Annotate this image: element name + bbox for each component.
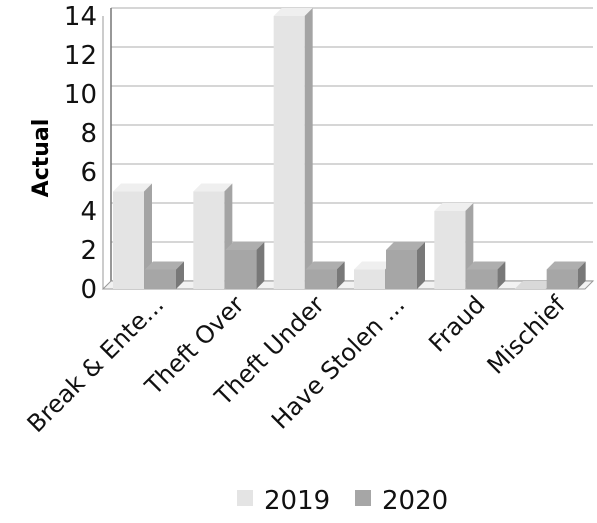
x-tick-label: Mischief xyxy=(482,290,572,380)
legend-swatch xyxy=(355,490,371,506)
y-tick-labels: 0 2 4 6 8 10 12 14 xyxy=(64,2,97,305)
y-axis-label: Actual xyxy=(29,119,54,198)
legend-item-2020: 2020 xyxy=(355,486,448,516)
bar-2020-2 xyxy=(225,242,265,289)
legend: 2019 2020 xyxy=(237,486,448,516)
y-tick-label: 14 xyxy=(64,2,97,32)
bars xyxy=(113,8,586,289)
bar-2020-5 xyxy=(466,261,506,289)
legend-item-2019: 2019 xyxy=(237,486,330,516)
bar-2019-1 xyxy=(113,183,152,289)
y-tick-label: 4 xyxy=(80,197,97,227)
bar-2019-3 xyxy=(273,8,313,289)
legend-label: 2019 xyxy=(264,486,330,516)
y-tick-label: 0 xyxy=(80,275,97,305)
y-tick-label: 10 xyxy=(64,80,97,110)
bar-2019-2 xyxy=(193,183,233,289)
bar-2020-3 xyxy=(305,261,345,289)
y-tick-label: 6 xyxy=(80,158,97,188)
bar-2020-4 xyxy=(386,242,425,289)
x-tick-label: Break & Ente... xyxy=(22,290,169,437)
legend-label: 2020 xyxy=(382,486,448,516)
axes xyxy=(101,8,595,290)
bar-2020-6 xyxy=(546,261,586,289)
bar-2020-1 xyxy=(145,261,184,289)
x-tick-label: Fraud xyxy=(423,290,490,357)
y-tick-label: 2 xyxy=(80,236,97,266)
y-tick-label: 8 xyxy=(80,119,97,149)
bar-2019-6 xyxy=(514,281,554,289)
gridlines xyxy=(111,7,593,282)
legend-swatch xyxy=(237,490,253,506)
y-tick-label: 12 xyxy=(64,41,97,71)
